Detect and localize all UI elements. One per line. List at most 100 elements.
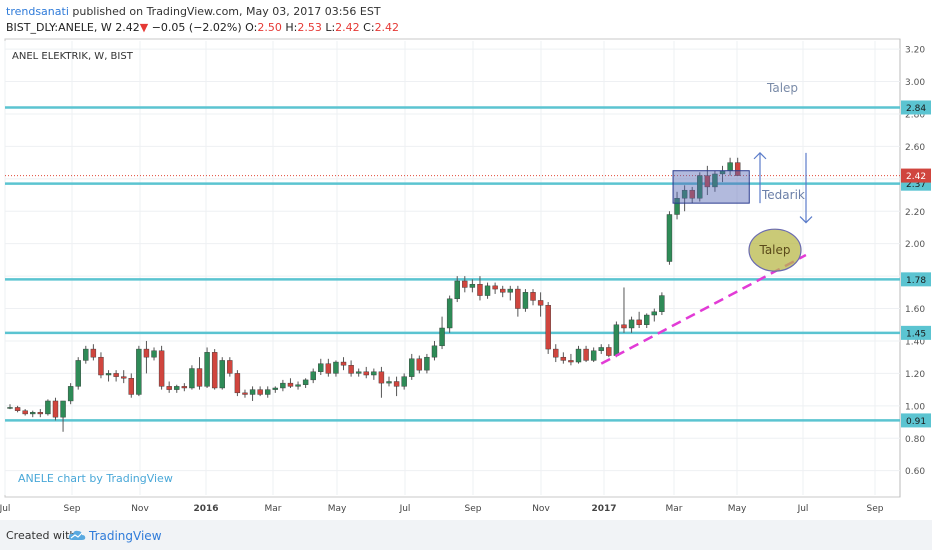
tradingview-brand-link[interactable]: TradingView [89,529,162,543]
high-label: H: [285,21,298,34]
candle-up [265,389,271,395]
candle-down [704,175,711,188]
candle-down [227,360,233,374]
candle-up [45,400,51,415]
candle-down [689,189,695,199]
candle-down [14,407,21,411]
candle-up [522,292,529,309]
candle-down [242,392,248,395]
candle-up [189,368,195,389]
candle-up [151,350,157,358]
candle-up [590,350,597,361]
candle-down [560,356,567,361]
candle-down [537,300,544,306]
tradingview-cloud-icon [68,530,86,540]
y-tick-label: 2.20 [905,208,925,218]
level-tag-label: 0.91 [906,417,926,427]
talep-bubble-label: Talep [758,243,790,257]
x-tick-label: Sep [867,504,884,514]
candle-down [734,162,741,176]
candle-down [211,352,218,389]
x-tick-label: Sep [465,504,482,514]
candle-up [628,319,635,329]
candle-down [416,358,423,371]
x-tick-label: 2017 [591,504,616,514]
candle-up [674,198,680,215]
level-tag [901,100,931,115]
high-value: 2.53 [297,21,322,34]
candle-up [431,345,438,358]
candle-up [446,298,453,329]
created-with-text: Created with [6,529,77,542]
candle-down [37,412,44,415]
candle-up [249,389,256,395]
candle-down [257,389,263,395]
candle-up [659,295,665,312]
candle-down [128,378,134,395]
candle-down [90,348,97,358]
candle-down [636,319,642,325]
tedarik-zone-box [672,170,750,204]
candle-up [105,373,112,376]
candle-down [166,386,172,390]
candle-down [234,373,241,394]
ticker-label: BIST_DLY:ANELE, W [6,21,112,34]
candle-down [158,350,165,387]
chart-header: trendsanati published on TradingView.com… [0,0,932,38]
open-value: 2.50 [257,21,282,34]
candle-down [545,305,551,350]
footer-bar: Created with TradingView [0,520,932,550]
candle-down [52,400,59,418]
candle-down [196,368,203,387]
candle-up [409,358,415,377]
candle-up [7,407,13,409]
candle-down [378,371,385,384]
y-tick-label: 1.40 [905,337,925,347]
level-tag-label: 1.78 [906,276,926,286]
candle-down [568,360,574,363]
candle-down [500,288,506,293]
candle-up [613,324,620,356]
candle-up [302,379,309,385]
level-tag [901,325,931,340]
candle-down [340,361,347,366]
candle-up [598,347,604,351]
close-value: 2.42 [374,21,400,34]
candle-up [318,363,324,372]
y-axis-labels: 0.600.801.001.201.401.601.802.002.202.40… [901,46,931,477]
candle-down [120,376,127,379]
y-tick-label: 3.00 [905,78,925,88]
x-tick-label: Nov [131,504,149,514]
talep-bubble [748,228,802,272]
candle-down [348,365,354,374]
y-tick-label: 2.60 [905,143,925,153]
author-link[interactable]: trendsanati [6,5,69,18]
x-tick-label: May [728,504,747,514]
x-tick-label: Nov [532,504,550,514]
low-label: L: [325,21,336,34]
candles [7,157,741,432]
down-arrow-icon [799,216,813,224]
candle-down [98,356,104,376]
candle-up [681,189,688,199]
candle-up [424,356,430,371]
talep-top-label: Talep [766,81,798,95]
trend-line [600,253,807,365]
candle-up [469,284,476,288]
candle-up [386,381,392,384]
candle-up [174,386,180,390]
candle-up [484,285,491,296]
candle-up [60,400,66,418]
close-label: C: [363,21,375,34]
candle-up [75,360,81,387]
level-tag [901,413,931,428]
y-tick-label: 2.80 [905,110,925,120]
grid [4,41,900,495]
current-price-tag [901,168,931,183]
candle-down [287,382,294,387]
x-tick-label: 2016 [193,504,218,514]
tedarik-label: Tedarik [761,188,805,202]
candle-up [280,382,286,389]
candle-up [644,314,650,325]
